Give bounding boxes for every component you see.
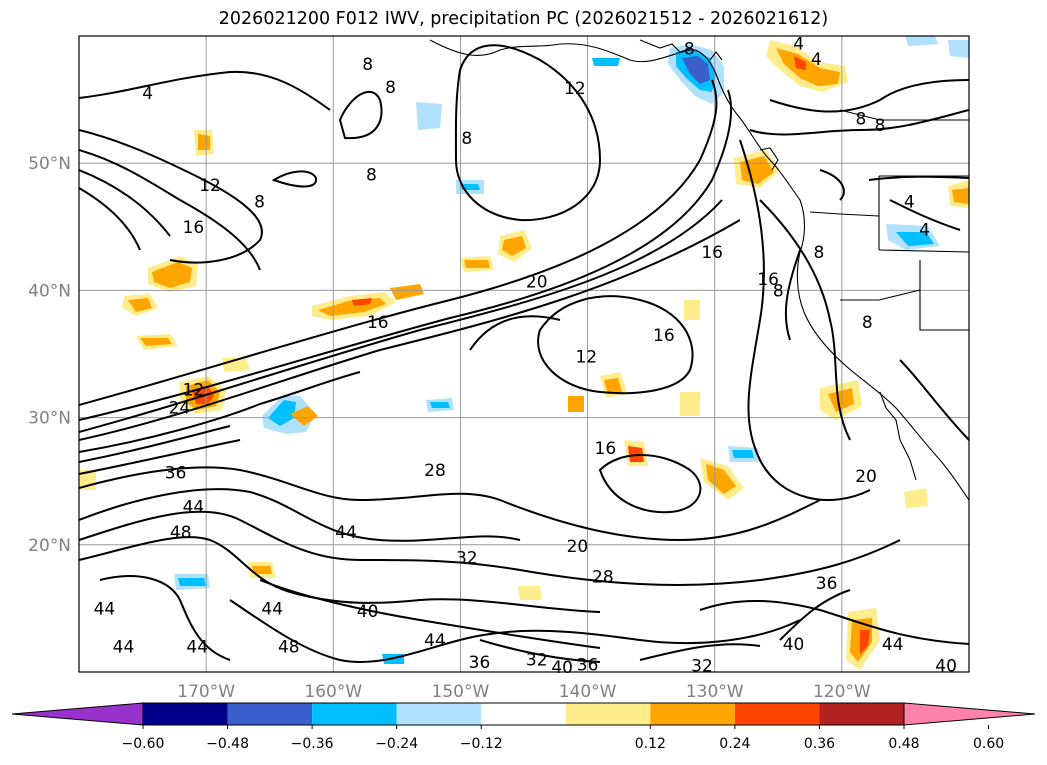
contour-label: 28 — [592, 568, 614, 588]
contour-label: 8 — [362, 55, 373, 75]
colorbar-box — [143, 703, 228, 725]
contour-label: 16 — [653, 326, 675, 346]
lon-label: 130°W — [686, 682, 744, 702]
colorbar-tick-label: −0.36 — [291, 736, 334, 752]
contour-label: 32 — [691, 657, 713, 677]
contour-label: 8 — [684, 40, 695, 60]
colorbar-box — [312, 703, 397, 725]
iwv-contours — [79, 44, 969, 663]
colorbar-box — [650, 703, 735, 725]
contour-label: 8 — [862, 313, 873, 333]
colorbar-box — [565, 703, 651, 725]
contour-label: 8 — [461, 129, 472, 149]
contour-label: 16 — [701, 243, 723, 263]
colorbar-box — [396, 703, 482, 725]
contour-label: 44 — [113, 638, 135, 658]
lat-label: 20°N — [28, 536, 71, 556]
lon-label: 170°W — [177, 682, 235, 702]
contour-label: 48 — [170, 523, 192, 543]
contour-label: 16 — [183, 218, 205, 238]
contour-label: 36 — [469, 653, 491, 673]
contour-label: 44 — [94, 599, 116, 619]
lat-label: 50°N — [28, 154, 71, 174]
contour-label: 16 — [367, 313, 389, 333]
colorbar-tick-label: −0.12 — [460, 736, 503, 752]
contour-label: 36 — [577, 655, 599, 675]
colorbar-tick-label: −0.24 — [375, 736, 418, 752]
contour-label: 4 — [142, 84, 153, 104]
colorbar-extend-low — [11, 702, 144, 726]
contour-label: 8 — [385, 78, 396, 98]
colorbar-box — [734, 703, 820, 725]
contour-label: 8 — [856, 110, 867, 130]
colorbar-tick-label: −0.48 — [206, 736, 249, 752]
colorbar-extend-high — [903, 702, 1036, 726]
coastlines — [429, 39, 969, 501]
contour-label: 44 — [335, 523, 357, 543]
plot-frame — [78, 35, 970, 673]
latitude-labels: 50°N 40°N 30°N 20°N — [28, 154, 71, 556]
lon-label: 150°W — [432, 682, 490, 702]
contour-label: 4 — [793, 35, 804, 55]
contour-label: 32 — [456, 549, 478, 569]
contour-label: 4 — [919, 220, 930, 240]
contour-label: 40 — [551, 658, 573, 678]
contour-label: 12 — [564, 79, 586, 99]
lat-label: 30°N — [28, 409, 71, 429]
contour-label: 16 — [757, 270, 779, 290]
contour-label: 20 — [526, 272, 548, 292]
contour-label: 36 — [816, 574, 838, 594]
contour-label: 8 — [875, 116, 886, 136]
contour-label: 16 — [595, 439, 617, 459]
contour-label: 24 — [169, 398, 191, 418]
contour-label: 8 — [366, 166, 377, 186]
contour-label: 8 — [254, 192, 265, 212]
colorbar-box — [819, 703, 904, 725]
lon-label: 120°W — [813, 682, 871, 702]
lat-label: 40°N — [28, 281, 71, 301]
contour-label: 4 — [811, 50, 822, 70]
colorbar-tick-label: 0.24 — [719, 736, 750, 752]
contour-label: 44 — [424, 631, 446, 651]
longitude-labels: 170°W 160°W 150°W 140°W 130°W 120°W — [177, 682, 871, 702]
contour-label: 44 — [186, 638, 208, 658]
contour-label: 12 — [183, 381, 205, 401]
contour-label: 40 — [783, 635, 805, 655]
contour-label: 8 — [773, 281, 784, 301]
contour-label: 20 — [567, 537, 589, 557]
contour-label: 40 — [935, 657, 957, 677]
colorbar: −0.60 −0.48 −0.36 −0.24 −0.12 0.12 0.24 0.36 0.4… — [11, 702, 1036, 752]
contour-label: 44 — [183, 498, 205, 518]
contour-label: 12 — [199, 176, 221, 196]
colorbar-box — [227, 703, 313, 725]
colorbar-tick-label: 0.36 — [804, 736, 835, 752]
map-title: 2026021200 F012 IWV, precipitation PC (2… — [218, 9, 829, 29]
colorbar-outline — [142, 702, 905, 726]
colorbar-tick-label: 0.60 — [973, 736, 1004, 752]
contour-label: 36 — [165, 463, 187, 483]
contour-label: 48 — [278, 638, 300, 658]
precip-shading — [80, 36, 969, 670]
contour-label: 20 — [855, 467, 877, 487]
contour-label: 12 — [575, 348, 597, 368]
lon-label: 140°W — [559, 682, 617, 702]
contour-label: 4 — [904, 192, 915, 212]
lon-label: 160°W — [304, 682, 362, 702]
contour-label: 44 — [261, 599, 283, 619]
contour-label: 8 — [814, 243, 825, 263]
colorbar-tick-label: 0.12 — [635, 736, 666, 752]
contour-label: 44 — [882, 635, 904, 655]
colorbar-tick-label: −0.60 — [122, 736, 165, 752]
contour-label: 40 — [357, 602, 379, 622]
contour-label: 32 — [526, 650, 548, 670]
contour-label: 28 — [424, 461, 446, 481]
colorbar-box — [481, 703, 566, 725]
colorbar-tick-label: 0.48 — [888, 736, 919, 752]
